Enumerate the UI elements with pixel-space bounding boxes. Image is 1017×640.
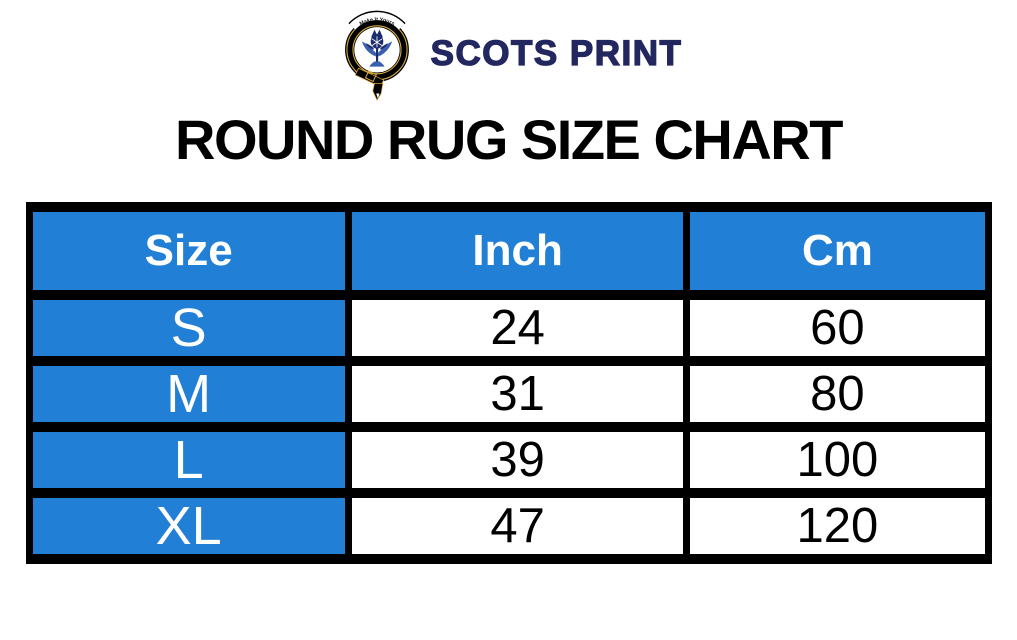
table-row-xl: XL 47 120 (25, 488, 992, 564)
brand-name: SCOTS PRINT (430, 33, 683, 73)
cm-cell: 120 (683, 488, 992, 564)
brand-logo: Make It Yours SCOTS PRINT (0, 0, 1017, 101)
table-row-m: M 31 80 (25, 356, 992, 432)
inch-cell: 47 (344, 488, 691, 564)
cm-cell: 80 (683, 356, 992, 432)
inch-cell: 31 (344, 356, 691, 432)
table-row-s: S 24 60 (25, 290, 992, 366)
motto-ribbon: Make It Yours (347, 10, 406, 31)
cm-cell: 100 (683, 422, 992, 498)
thistle-icon (361, 29, 392, 67)
inch-cell: 39 (344, 422, 691, 498)
column-header-size: Size (25, 202, 352, 300)
motto-text: Make It Yours (358, 17, 395, 27)
cm-cell: 60 (683, 290, 992, 366)
size-chart-table: Size Inch Cm S 24 60 M 31 80 L 39 100 XL… (25, 202, 992, 564)
header-row: Size Inch Cm (25, 202, 992, 300)
inch-cell: 24 (344, 290, 691, 366)
column-header-inch: Inch (344, 202, 691, 300)
size-cell: M (25, 356, 352, 432)
size-cell: L (25, 422, 352, 498)
belt-buckle (354, 67, 384, 101)
brand-badge-icon: Make It Yours (343, 10, 410, 101)
size-cell: S (25, 290, 352, 366)
table-row-l: L 39 100 (25, 422, 992, 498)
column-header-cm: Cm (683, 202, 992, 300)
page-title: ROUND RUG SIZE CHART (175, 108, 843, 171)
size-cell: XL (25, 488, 352, 564)
